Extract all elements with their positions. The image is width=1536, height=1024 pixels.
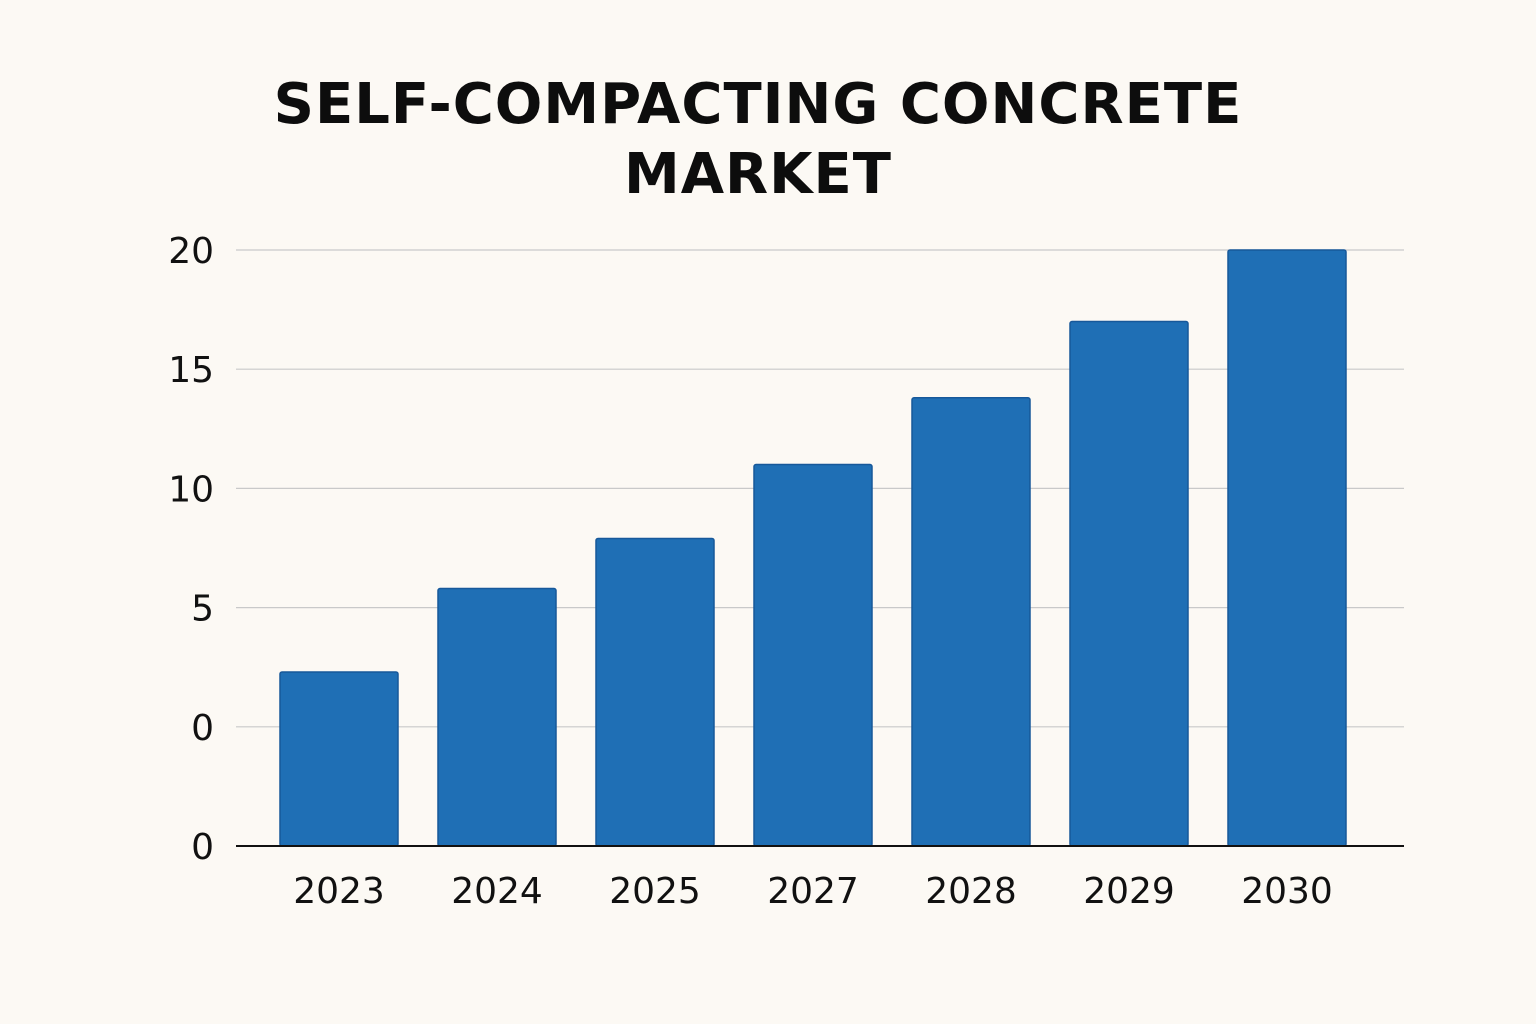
bar-2023	[279, 671, 399, 847]
x-tick-labels: 2023 2024 2025 2027 2028 2029 2030	[293, 871, 1333, 912]
y-tick-label-2: 5	[191, 589, 214, 630]
x-tick-label-2024: 2024	[451, 871, 543, 912]
bar-2027	[753, 463, 873, 847]
chart-title: SELF-COMPACTING CONCRETE MARKET	[0, 70, 1516, 210]
bar-2028	[911, 397, 1031, 847]
x-tick-label-2028: 2028	[925, 871, 1017, 912]
x-tick-label-2027: 2027	[767, 871, 859, 912]
bar-2025	[595, 537, 715, 847]
bar-2024	[437, 587, 557, 847]
bars	[279, 249, 1347, 847]
chart-title-line-2: MARKET	[623, 142, 893, 207]
x-tick-label-2025: 2025	[609, 871, 701, 912]
y-tick-label-1: 0	[191, 708, 214, 749]
chart-title-line-1: SELF-COMPACTING CONCRETE	[273, 72, 1243, 137]
bar-2030	[1227, 249, 1347, 847]
y-tick-labels: 0 0 5 10 15 20	[168, 231, 214, 868]
y-tick-label-0: 0	[191, 827, 214, 868]
y-tick-label-3: 10	[168, 469, 214, 510]
x-tick-label-2023: 2023	[293, 871, 385, 912]
bar-2029	[1069, 320, 1189, 847]
y-tick-label-4: 15	[168, 350, 214, 391]
y-tick-label-5: 20	[168, 231, 214, 272]
x-tick-label-2029: 2029	[1083, 871, 1175, 912]
x-tick-label-2030: 2030	[1241, 871, 1333, 912]
